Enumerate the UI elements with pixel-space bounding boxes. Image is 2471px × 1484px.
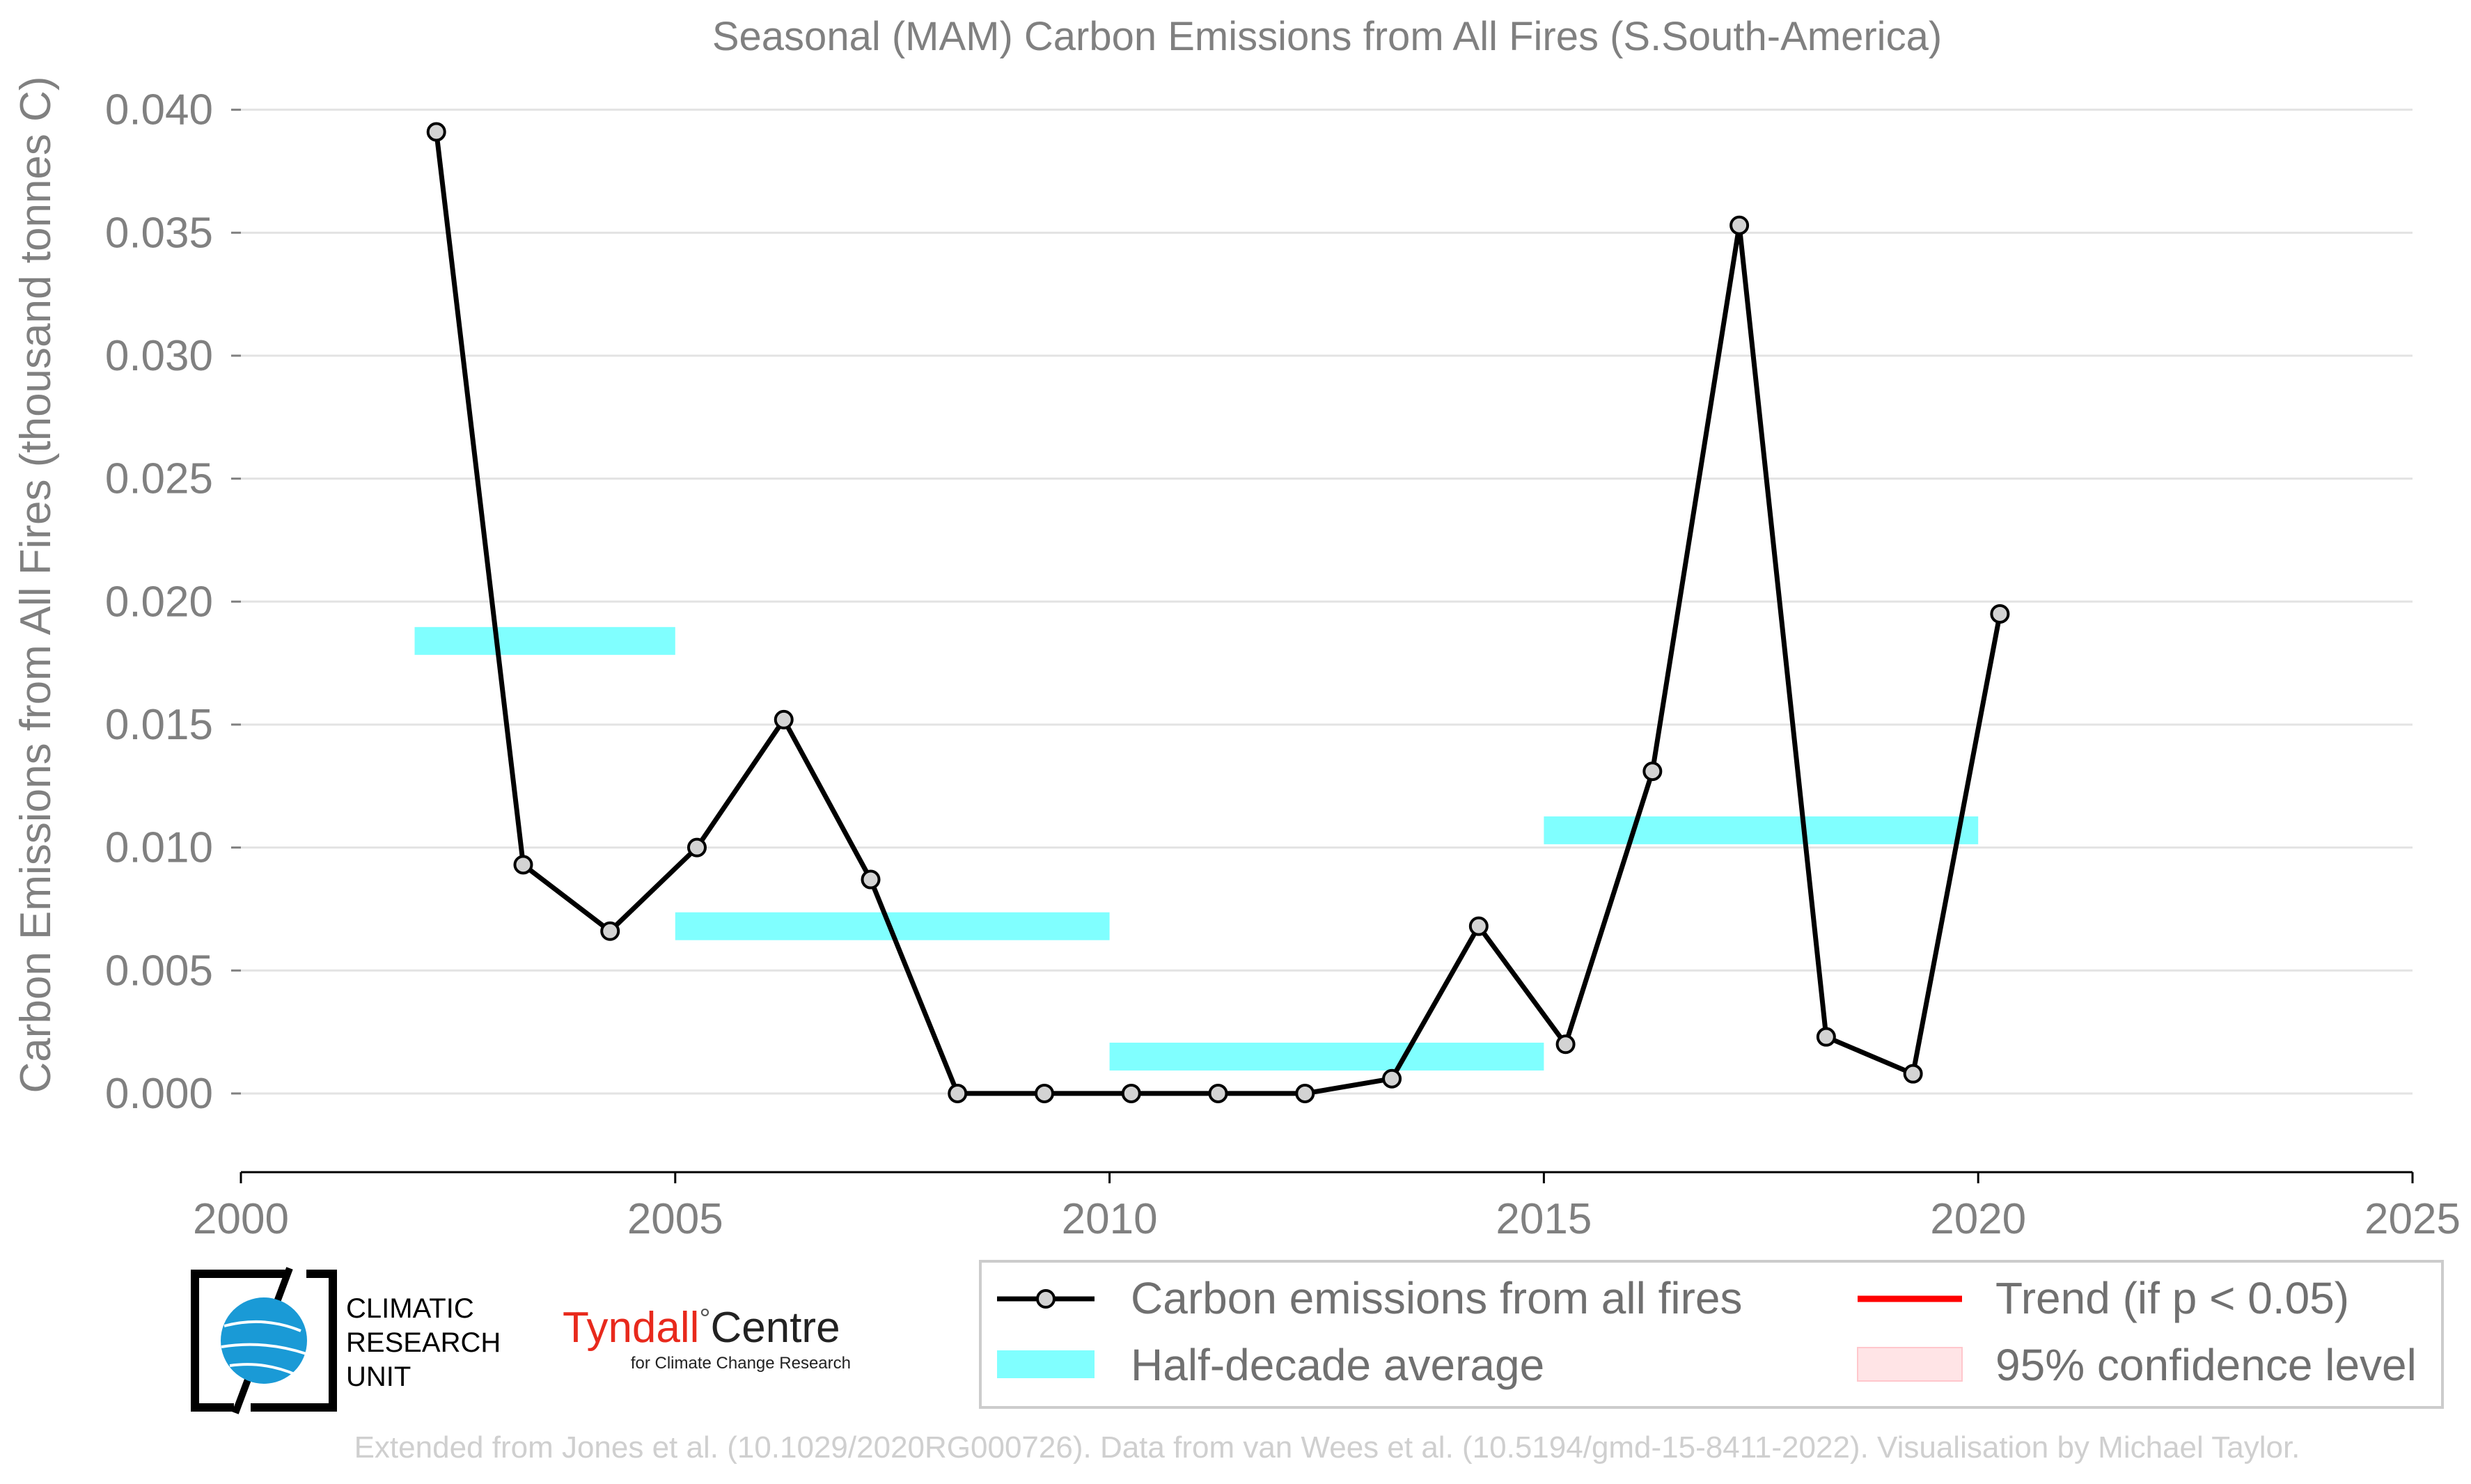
legend-label-emissions: Carbon emissions from all fires xyxy=(1131,1273,1743,1323)
x-tick-label: 2000 xyxy=(193,1195,289,1243)
footer-credit: Extended from Jones et al. (10.1029/2020… xyxy=(354,1430,2300,1465)
data-point xyxy=(426,122,446,142)
y-tick-label: 0.030 xyxy=(105,332,213,380)
cru-text-line-1: CLIMATIC xyxy=(346,1293,474,1324)
y-tick-label: 0.020 xyxy=(105,578,213,626)
y-tick-label: 0.040 xyxy=(105,86,213,134)
tyndall-wordmark: Tyndall°Centre xyxy=(563,1304,840,1352)
data-point xyxy=(948,1083,968,1103)
y-tick-label: 0.015 xyxy=(105,701,213,749)
half-decade-band xyxy=(414,626,675,655)
data-point xyxy=(774,709,794,729)
data-point xyxy=(1816,1027,1836,1047)
series-markers xyxy=(426,122,2010,1103)
tyndall-logo: Tyndall°Centre for Climate Change Resear… xyxy=(563,1304,851,1373)
data-point xyxy=(1642,761,1663,782)
cru-logo: CLIMATIC RESEARCH UNIT xyxy=(191,1267,501,1414)
data-point xyxy=(1382,1068,1402,1089)
y-tick-label: 0.025 xyxy=(105,455,213,503)
y-tick-label: 0.010 xyxy=(105,824,213,872)
cru-text-line-2: RESEARCH xyxy=(346,1327,501,1358)
x-tick-label: 2005 xyxy=(627,1195,723,1243)
legend-box xyxy=(979,1260,2444,1409)
data-point xyxy=(1990,603,2010,624)
x-tick-label: 2015 xyxy=(1496,1195,1592,1243)
legend-swatch-confidence xyxy=(1857,1347,1963,1382)
legend-swatch-marker xyxy=(1036,1289,1056,1309)
data-point xyxy=(1555,1034,1576,1055)
data-point xyxy=(1121,1083,1141,1103)
data-point xyxy=(861,869,881,890)
chart-title: Seasonal (MAM) Carbon Emissions from All… xyxy=(712,14,1942,59)
legend-label-half-decade: Half-decade average xyxy=(1131,1340,1544,1390)
data-point xyxy=(687,837,707,858)
half-decade-band xyxy=(1544,816,1979,844)
cru-logo-bracket-left xyxy=(191,1270,287,1412)
legend-label-confidence: 95% confidence level xyxy=(1995,1340,2417,1390)
x-tick-label: 2020 xyxy=(1930,1195,2026,1243)
y-tick-label: 0.000 xyxy=(105,1070,213,1118)
y-tick-label: 0.035 xyxy=(105,209,213,257)
legend: Carbon emissions from all fires Trend (i… xyxy=(979,1260,2444,1409)
cru-logo-bracket-right xyxy=(251,1270,337,1412)
globe-icon xyxy=(221,1297,307,1384)
half-decade-bands xyxy=(414,626,1979,1071)
tyndall-centre: Centre xyxy=(710,1304,840,1352)
tyndall-name: Tyndall xyxy=(563,1304,699,1352)
data-point xyxy=(1208,1083,1228,1103)
data-point xyxy=(1295,1083,1315,1103)
data-point xyxy=(1729,215,1750,235)
y-tick-label: 0.005 xyxy=(105,947,213,995)
grid-lines xyxy=(231,109,2413,1095)
x-tick-label: 2025 xyxy=(2364,1195,2461,1243)
data-point xyxy=(1035,1083,1055,1103)
half-decade-band xyxy=(1109,1042,1544,1071)
tyndall-subtitle: for Climate Change Research xyxy=(631,1354,851,1373)
legend-swatch-band xyxy=(997,1350,1095,1378)
series-line-carbon-emissions xyxy=(434,132,2002,1096)
globe-icon-lines xyxy=(221,1320,307,1376)
y-axis-label: Carbon Emissions from All Fires (thousan… xyxy=(12,76,60,1093)
data-point xyxy=(600,921,620,941)
x-tick-labels: 2000 2005 2010 2015 2020 2025 xyxy=(193,1172,2461,1243)
legend-label-trend: Trend (if p < 0.05) xyxy=(1995,1273,2349,1323)
x-tick-label: 2010 xyxy=(1062,1195,1158,1243)
data-point xyxy=(513,855,533,875)
cru-text-line-3: UNIT xyxy=(346,1361,411,1392)
data-point xyxy=(1468,916,1489,936)
data-point xyxy=(1903,1064,1923,1084)
tyndall-degree: ° xyxy=(699,1304,710,1334)
y-tick-labels: 0.000 0.005 0.010 0.015 0.020 0.025 0.030 0.035… xyxy=(105,86,213,1118)
